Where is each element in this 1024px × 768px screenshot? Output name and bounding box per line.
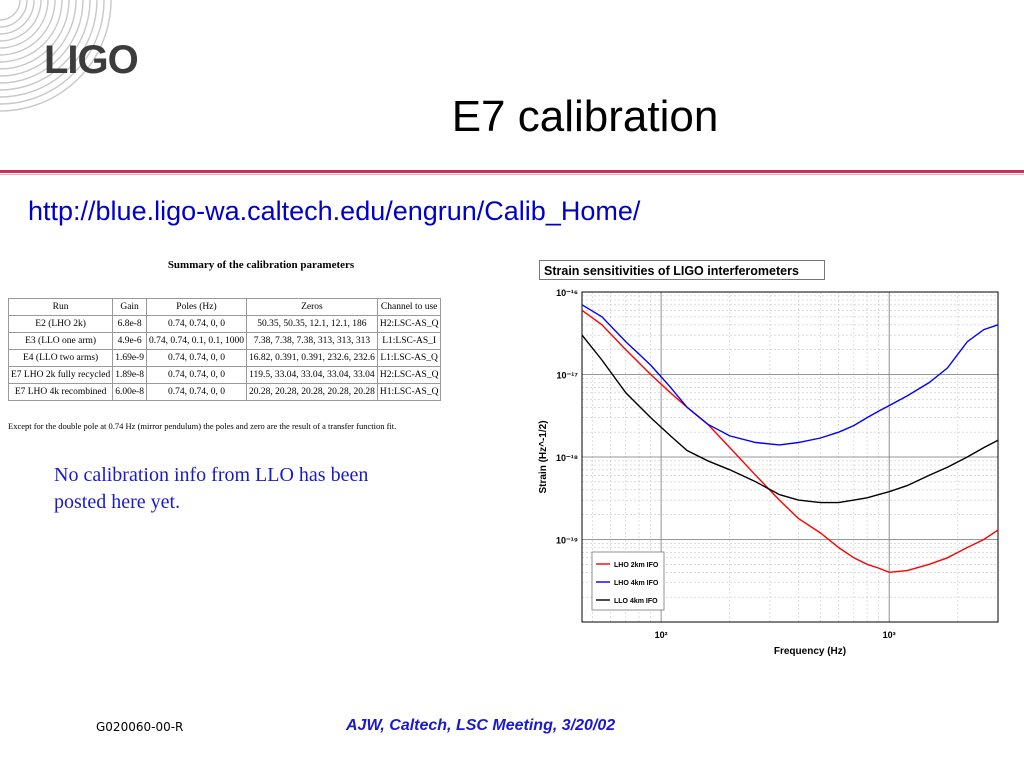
column-header: Zeros — [245, 298, 378, 316]
series-line — [581, 309, 999, 574]
llo-note: No calibration info from LLO has been po… — [54, 464, 369, 513]
y-tick-label: 10⁻¹⁶ — [556, 288, 578, 298]
table-cell: 1.89e-8 — [112, 366, 147, 384]
plot-ticks: 10⁻¹⁶ 10⁻¹⁷ 10⁻¹⁸ 10⁻¹⁹ 10² 10³ — [556, 288, 896, 640]
table-row: E7 LHO 4k recombined 6.00e-8 0.74, 0.74,… — [7, 383, 442, 401]
table-cell: 6.00e-8 — [112, 383, 147, 401]
table-cell: L1:LSC-AS_I — [376, 332, 442, 350]
x-tick-label: 10² — [655, 630, 668, 640]
table-cell: 0.74, 0.74, 0.1, 0.1, 1000 — [145, 332, 247, 350]
table-footnote: Except for the double pole at 0.74 Hz (m… — [8, 421, 397, 431]
slide-title: E7 calibration — [451, 92, 719, 141]
table-cell: E7 LHO 2k fully recycled — [7, 366, 114, 384]
legend-label: LHO 2km IFO — [614, 562, 659, 569]
x-tick-label: 10³ — [883, 630, 896, 640]
y-tick-label: 10⁻¹⁷ — [557, 371, 579, 381]
table-cell: 7.38, 7.38, 7.38, 313, 313, 313 — [245, 332, 378, 350]
presentation-credit: AJW, Caltech, LSC Meeting, 3/20/02 — [346, 717, 616, 734]
table-cell: 119.5, 33.04, 33.04, 33.04, 33.04 — [245, 366, 378, 384]
table-caption: Summary of the calibration parameters — [167, 259, 355, 271]
table-cell: 20.28, 20.28, 20.28, 20.28, 20.28 — [245, 383, 378, 401]
table-cell: E7 LHO 4k recombined — [7, 383, 114, 401]
strain-sensitivity-chart: 10⁻¹⁶ 10⁻¹⁷ 10⁻¹⁸ 10⁻¹⁹ 10² 10³ Strain (Hz^-1… — [538, 288, 999, 657]
table-cell: H1:LSC-AS_Q — [376, 383, 442, 401]
table-cell: H2:LSC-AS_Q — [376, 315, 442, 333]
table-cell: 0.74, 0.74, 0, 0 — [145, 383, 247, 401]
table-cell: 0.74, 0.74, 0, 0 — [145, 315, 247, 333]
table-cell: L1:LSC-AS_Q — [376, 349, 442, 367]
title-divider-shadow — [0, 174, 1024, 175]
series-line — [581, 304, 999, 446]
table-cell: E4 (LLO two arms) — [7, 349, 114, 367]
table-cell: 1.69e-9 — [112, 349, 147, 367]
column-header: Channel to use — [376, 298, 442, 316]
table-cell: H2:LSC-AS_Q — [376, 366, 442, 384]
x-axis-label: Frequency (Hz) — [774, 646, 846, 657]
calibration-home-link[interactable]: http://blue.ligo-wa.caltech.edu/engrun/C… — [28, 196, 641, 226]
plot-frame — [581, 291, 999, 623]
table-row: E2 (LHO 2k) 6.8e-8 0.74, 0.74, 0, 0 50.3… — [7, 315, 442, 333]
column-header: Gain — [112, 298, 147, 316]
ligo-logo: LIGO — [44, 38, 139, 82]
y-axis-label: Strain (Hz^-1/2) — [538, 420, 549, 493]
series-line — [581, 334, 999, 504]
table-row: E4 (LLO two arms) 1.69e-9 0.74, 0.74, 0,… — [7, 349, 442, 367]
table-row: E7 LHO 2k fully recycled 1.89e-8 0.74, 0… — [7, 366, 442, 384]
title-divider — [0, 170, 1024, 173]
column-header: Run — [7, 298, 114, 316]
table-cell: 0.74, 0.74, 0, 0 — [145, 366, 247, 384]
table-cell: 0.74, 0.74, 0, 0 — [145, 349, 247, 367]
chart-legend: LHO 2km IFO LHO 4km IFO LLO 4km IFO — [591, 551, 665, 611]
y-tick-label: 10⁻¹⁹ — [556, 536, 578, 546]
legend-label: LHO 4km IFO — [614, 580, 659, 587]
y-tick-label: 10⁻¹⁸ — [556, 453, 578, 463]
table-cell: 50.35, 50.35, 12.1, 12.1, 186 — [245, 315, 378, 333]
table-header-row: Run Gain Poles (Hz) Zeros Channel to use — [7, 298, 442, 316]
table-cell: E3 (LLO one arm) — [7, 332, 114, 350]
table-cell: E2 (LHO 2k) — [7, 315, 114, 333]
table-cell: 16.82, 0.391, 0.391, 232.6, 232.6 — [245, 349, 378, 367]
table-cell: 4.9e-6 — [112, 332, 147, 350]
table-row: E3 (LLO one arm) 4.9e-6 0.74, 0.74, 0.1,… — [7, 332, 442, 350]
legend-label: LLO 4km IFO — [614, 598, 658, 605]
plot-series — [581, 304, 999, 574]
document-id: G020060-00-R — [96, 720, 184, 734]
plot-grid — [582, 291, 999, 623]
calibration-table: Run Gain Poles (Hz) Zeros Channel to use… — [7, 298, 442, 401]
chart-title: Strain sensitivities of LIGO interferome… — [539, 260, 825, 280]
column-header: Poles (Hz) — [145, 298, 247, 316]
table-cell: 6.8e-8 — [112, 315, 147, 333]
